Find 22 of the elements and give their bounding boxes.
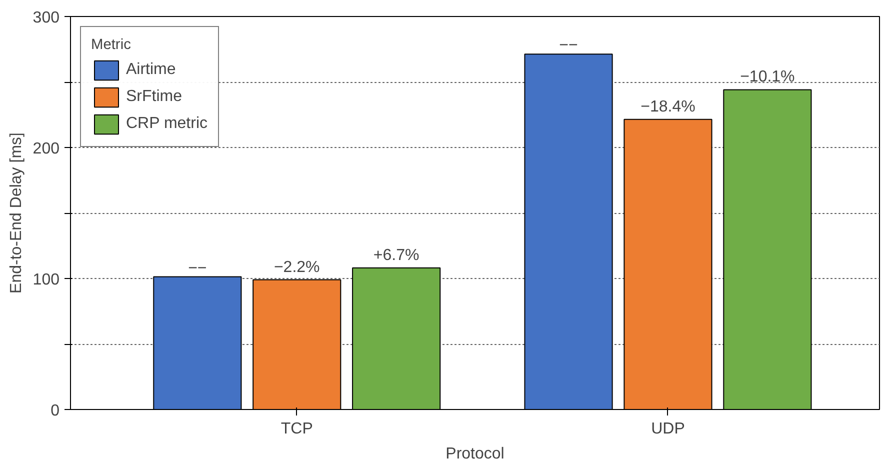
y-axis-title: End-to-End Delay [ms] xyxy=(8,132,25,294)
bar xyxy=(153,276,242,410)
y-tick-label: 0 xyxy=(50,402,60,420)
x-tick-label: UDP xyxy=(651,420,685,438)
annotation: −18.4% xyxy=(640,98,696,116)
y-tick-label: 200 xyxy=(32,140,60,158)
y-tick-label: 300 xyxy=(32,10,60,26)
x-axis-title: Protocol xyxy=(446,446,504,462)
annotation: −− xyxy=(188,260,207,277)
legend-label: SrFtime xyxy=(126,88,182,106)
legend-label: Airtime xyxy=(126,61,176,79)
bar xyxy=(352,267,441,410)
annotation: −2.2% xyxy=(274,258,320,276)
bar xyxy=(524,54,613,410)
annotation: −− xyxy=(559,37,578,54)
annotation: +6.7% xyxy=(373,246,420,264)
legend-label: CRP metric xyxy=(126,115,208,133)
bar xyxy=(723,89,812,410)
x-tick-label: TCP xyxy=(280,420,313,438)
annotation: −10.1% xyxy=(740,68,795,86)
y-tick-label: 100 xyxy=(32,272,60,288)
legend-title: Metric xyxy=(91,37,132,53)
